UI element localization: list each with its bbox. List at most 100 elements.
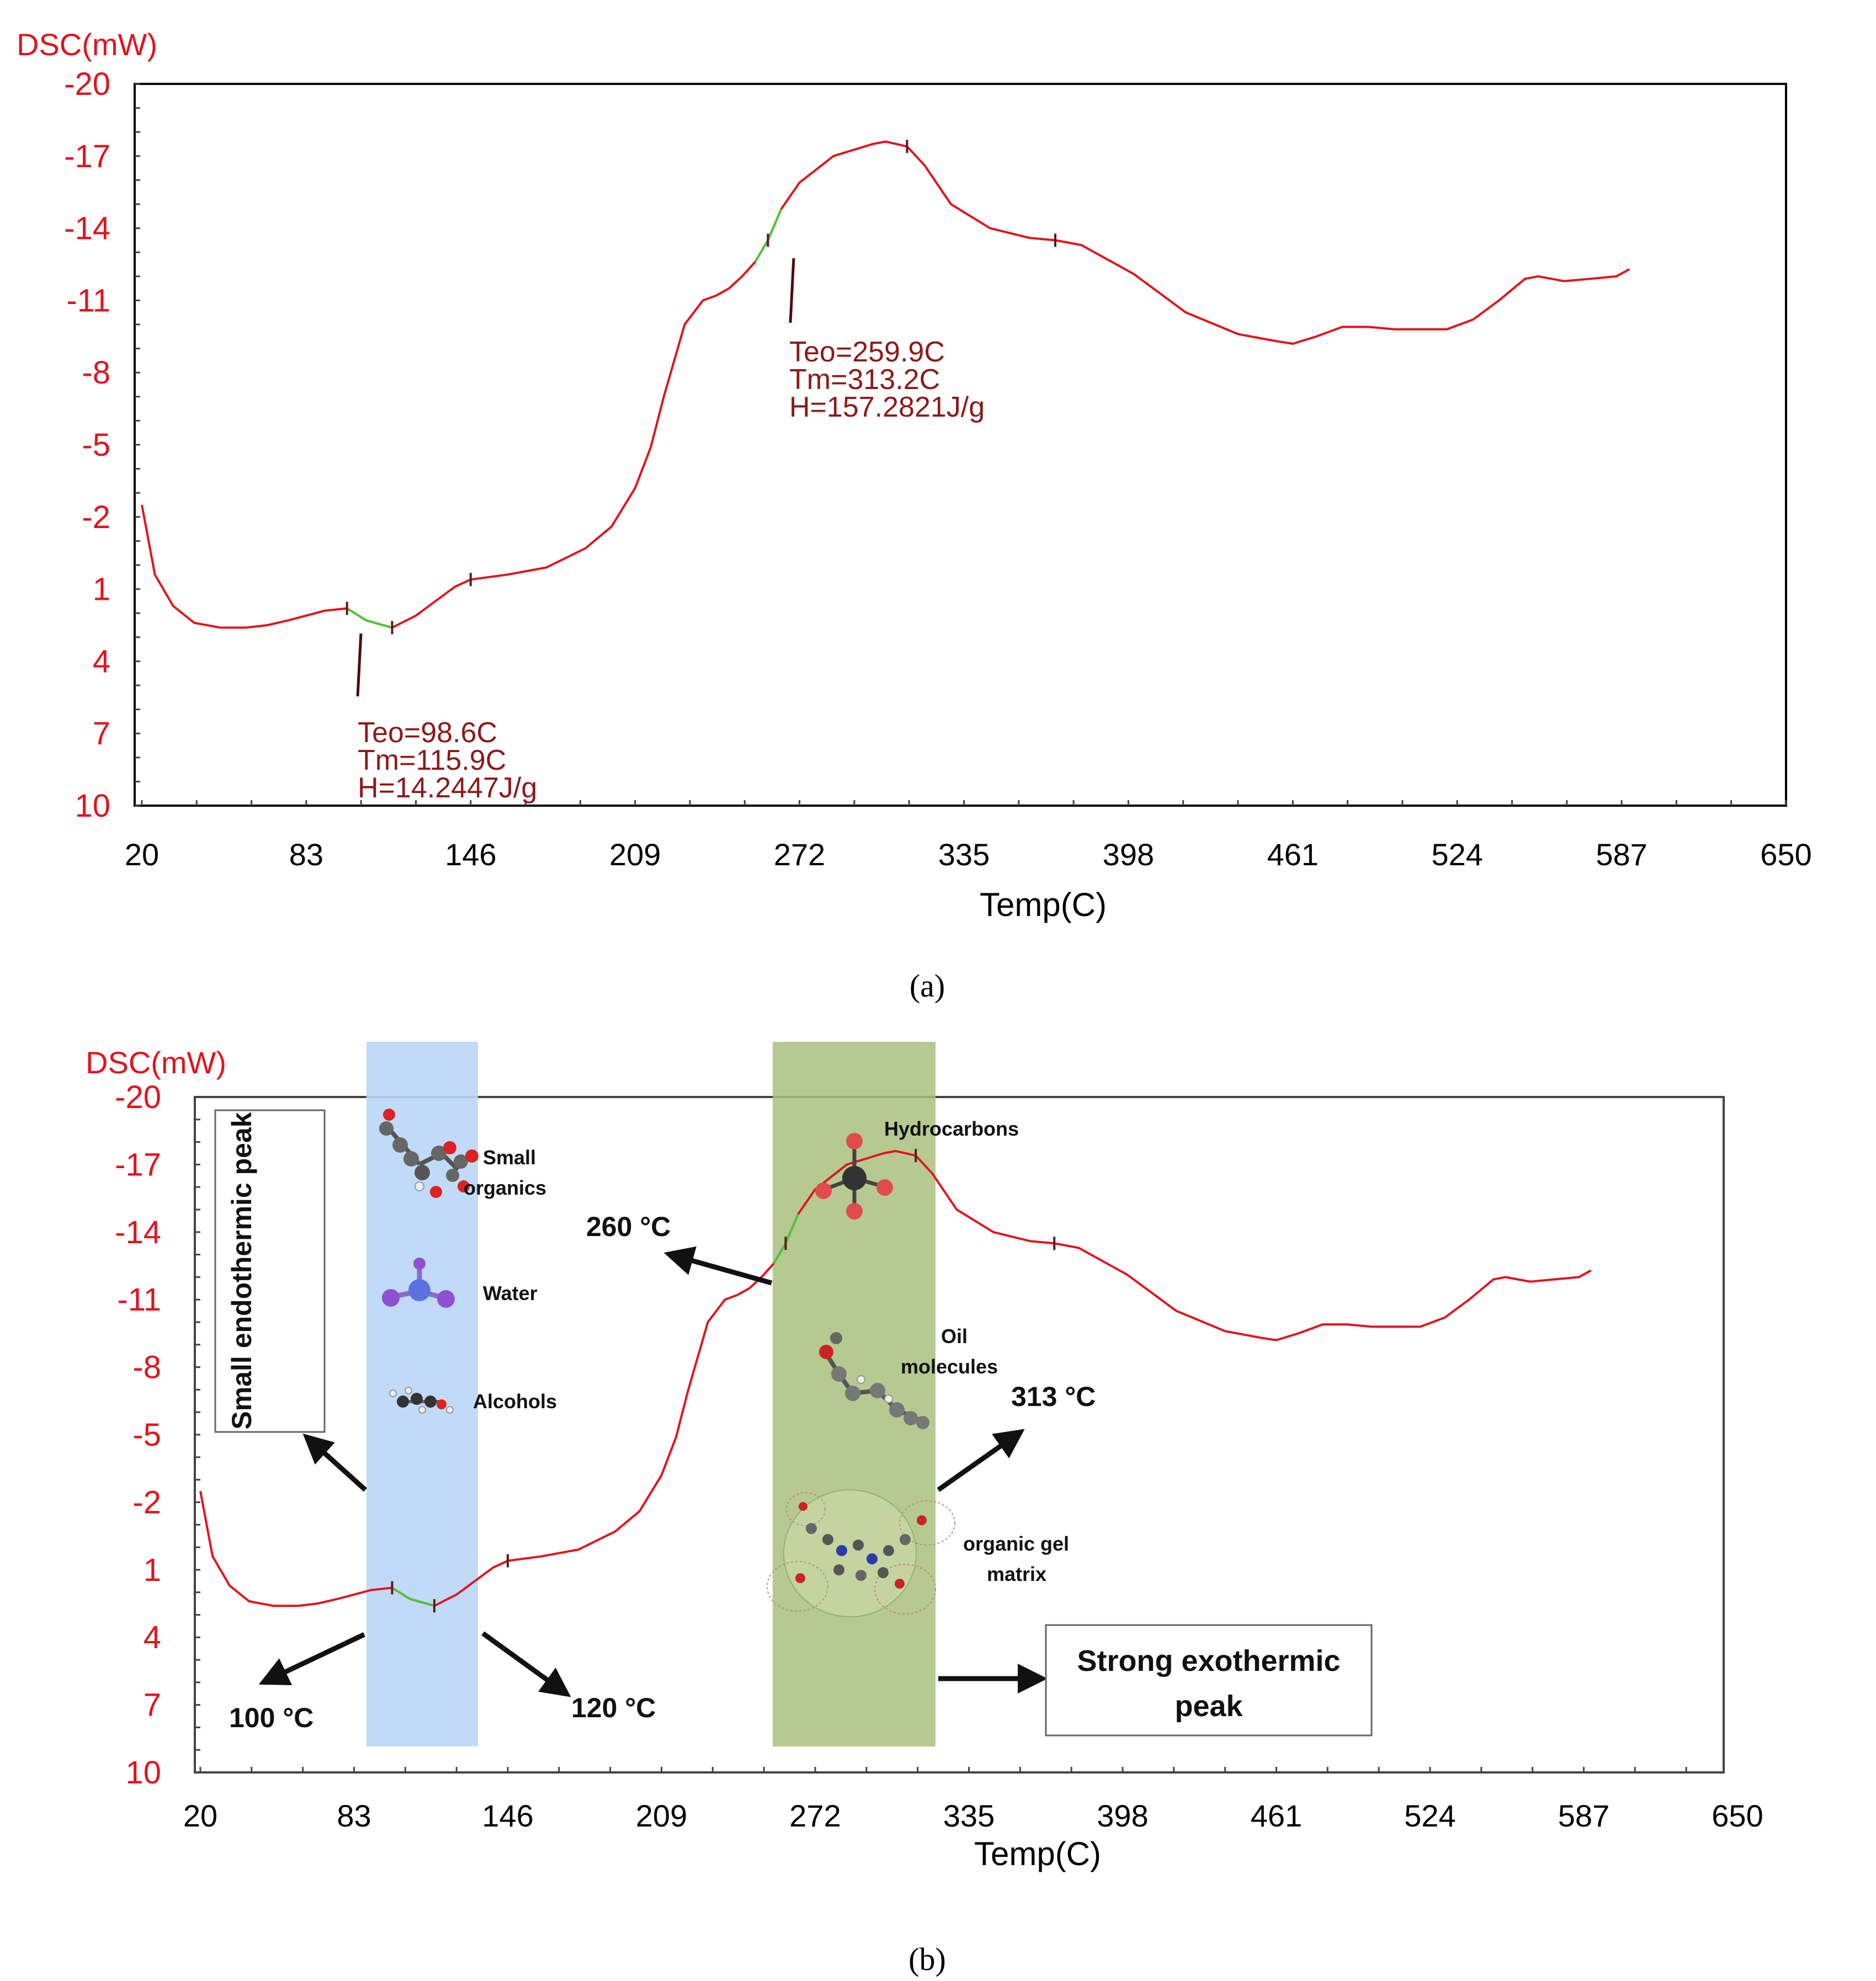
panel-a-xtick-label: 272 (774, 837, 825, 872)
panel-a-xtick-label: 209 (609, 837, 661, 872)
organic-gel-matrix-label-line2: matrix (987, 1563, 1046, 1585)
alcohols-label: Alcohols (473, 1390, 557, 1413)
panel-a-y-tick-labels: -20 -17 -14 -11 -8 -5 -2 1 4 7 10 (64, 66, 110, 824)
panel-b-y-tick-labels: -20 -17 -14 -11 -8 -5 -2 1 4 7 10 (115, 1079, 161, 1791)
panel-a-annotation-1-teo: Teo=98.6C (358, 717, 497, 749)
small-organics-label-line2: organics (464, 1176, 546, 1199)
panel-b-xtick-label: 146 (482, 1798, 533, 1833)
panel-a-ytick-label: -5 (82, 427, 110, 463)
panel-a-ytick-label: 4 (93, 643, 110, 679)
panel-b-xtick-label: 398 (1097, 1798, 1148, 1833)
panel-a-xlabel: Temp(C) (980, 886, 1107, 923)
water-label: Water (483, 1282, 538, 1304)
label-260c: 260 °C (586, 1211, 671, 1242)
panel-b-x-tick-labels: 20 83 146 209 272 335 398 461 524 587 650 (183, 1798, 1763, 1833)
oil-molecules-label-line1: Oil (941, 1325, 968, 1348)
panel-b-ylabel: DSC(mW) (86, 1045, 226, 1080)
panel-a-xtick-label: 83 (289, 837, 323, 872)
small-endothermic-label: Small endothermic peak (226, 1112, 257, 1429)
panel-b-ytick-label: -11 (117, 1282, 161, 1318)
panel-a-xtick-label: 587 (1596, 837, 1647, 872)
panel-b-ytick-label: -2 (132, 1484, 161, 1520)
panel-a-x-tick-labels: 20 83 146 209 272 335 398 461 524 587 650 (125, 837, 1812, 872)
panel-b-xtick-label: 83 (337, 1798, 371, 1833)
panel-b-ytick-label: -20 (115, 1079, 161, 1115)
panel-b-xtick-label: 524 (1404, 1798, 1455, 1833)
panel-b-ytick-label: 10 (125, 1755, 161, 1791)
arrow-to-100c (258, 1632, 365, 1685)
panel-a-xtick-label: 524 (1431, 837, 1482, 872)
panel-a-minor-ticks (135, 83, 1787, 807)
panel-b-xtick-label: 20 (183, 1798, 217, 1833)
oil-molecules-label-line2: molecules (901, 1355, 998, 1378)
panel-a-ytick-label: -8 (82, 355, 110, 391)
panel-b-ytick-label: 1 (144, 1552, 161, 1588)
panel-b-ytick-label: -5 (132, 1417, 161, 1453)
panel-b-ytick-label: -17 (115, 1147, 161, 1183)
small-endothermic-box (214, 1109, 326, 1433)
panel-a-xtick-label: 398 (1103, 837, 1154, 872)
hydrocarbons-label: Hydrocarbons (884, 1117, 1019, 1140)
panel-a-markers (346, 140, 1056, 635)
panel-a-plot-frame (134, 83, 1787, 807)
label-313c: 313 °C (1011, 1381, 1096, 1412)
label-120c: 120 °C (571, 1692, 656, 1723)
panel-b-xtick-label: 335 (943, 1798, 995, 1833)
panel-a-integration-segment (346, 607, 393, 629)
panel-b-ytick-label: 7 (144, 1687, 161, 1723)
strong-exothermic-label-line2: peak (1175, 1690, 1243, 1723)
panel-b-minor-ticks (195, 1096, 1687, 1774)
panel-a-ytick-label: -2 (82, 499, 110, 535)
panel-b-blue-band (366, 1042, 478, 1746)
oil-molecules-icon (819, 1332, 929, 1429)
arrow-to-313c (937, 1429, 1025, 1492)
panel-a-annotation-2-teo: Teo=259.9C (789, 336, 945, 368)
panel-a-annotation-2-tm: Tm=313.2C (789, 364, 940, 396)
panel-b-ytick-label: 4 (144, 1620, 161, 1655)
small-organics-molecule-icon (379, 1109, 479, 1198)
panel-b-xtick-label: 209 (636, 1798, 687, 1833)
panel-a-annotation-1-tm: Tm=115.9C (358, 744, 506, 776)
panel-b-integration-segment (391, 1586, 435, 1607)
panel-b-xtick-label: 650 (1712, 1798, 1763, 1833)
panel-a-xtick-label: 461 (1267, 837, 1319, 872)
panel-a-label: (a) (910, 968, 945, 1004)
panel-b-label: (b) (908, 1941, 946, 1977)
panel-b-ytick-label: -14 (115, 1215, 161, 1250)
panel-a-ytick-label: -14 (64, 211, 110, 247)
alcohols-molecule-icon (389, 1387, 454, 1414)
small-organics-label-line1: Small (483, 1146, 536, 1169)
organic-gel-matrix-label-line1: organic gel (963, 1532, 1069, 1555)
panel-a-ytick-label: 7 (93, 716, 110, 752)
water-molecule-icon (382, 1258, 455, 1308)
panel-a-annotation-2-leader (789, 258, 795, 323)
arrow-to-260c (663, 1246, 773, 1286)
panel-a-annotation-2-h: H=157.2821J/g (789, 391, 985, 423)
panel-b-xlabel: Temp(C) (974, 1835, 1101, 1872)
label-100c: 100 °C (229, 1702, 313, 1733)
panel-b-xtick-label: 461 (1251, 1798, 1302, 1833)
panel-a-ytick-label: -17 (64, 139, 110, 174)
strong-exothermic-label-line1: Strong exothermic (1077, 1644, 1340, 1678)
panel-b-ytick-label: -8 (132, 1350, 161, 1386)
panel-a-ytick-label: -11 (66, 283, 110, 318)
panel-b-xtick-label: 272 (789, 1798, 841, 1833)
panel-b-xtick-label: 587 (1558, 1798, 1609, 1833)
organic-gel-matrix-molecule-icon (767, 1489, 955, 1617)
panel-a-annotation-1-h: H=14.2447J/g (358, 772, 537, 804)
panel-a-ytick-label: 1 (93, 572, 110, 608)
arrow-to-small-endothermic (302, 1433, 368, 1492)
panel-b-markers (391, 1149, 1056, 1613)
arrow-to-120c (481, 1631, 571, 1697)
panel-a-ytick-label: 10 (75, 788, 110, 824)
panel-a-ylabel: DSC(mW) (17, 27, 157, 62)
panel-a-xtick-label: 20 (125, 837, 159, 872)
strong-exothermic-box (1045, 1624, 1373, 1737)
hydrocarbons-molecule-icon (815, 1133, 893, 1220)
panel-a-ytick-label: -20 (64, 66, 110, 102)
panel-a-xtick-label: 650 (1760, 837, 1811, 872)
panel-a-xtick-label: 335 (938, 837, 990, 872)
